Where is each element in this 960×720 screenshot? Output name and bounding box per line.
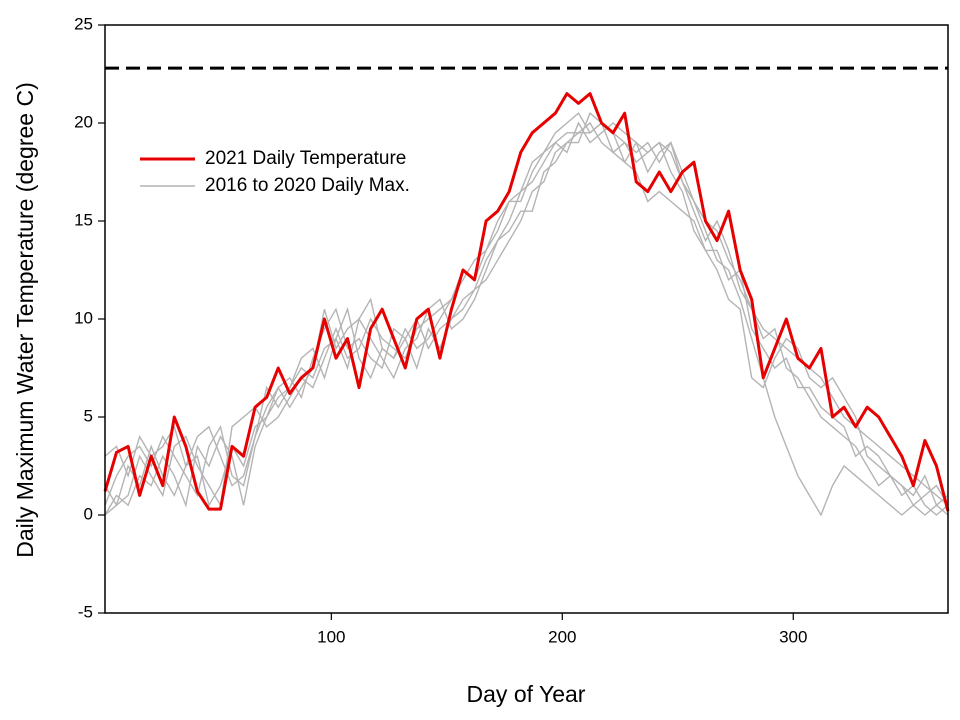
x-axis-label: Day of Year <box>467 681 586 707</box>
history-line <box>104 112 949 517</box>
plot-frame <box>104 24 949 614</box>
y-tick-label: -5 <box>78 602 93 621</box>
series-line <box>103 92 950 512</box>
x-tick-label: 300 <box>779 627 807 646</box>
y-tick-label: 0 <box>84 504 93 523</box>
history-line <box>104 122 949 516</box>
x-tick-label: 100 <box>317 627 345 646</box>
y-tick-label: 5 <box>84 406 93 425</box>
y-tick-label: 20 <box>74 112 93 131</box>
y-tick-label: 10 <box>74 308 93 327</box>
history-line <box>104 121 949 508</box>
legend-label: 2016 to 2020 Daily Max. <box>205 175 410 196</box>
x-tick-label: 200 <box>548 627 576 646</box>
y-axis-label: Daily Maximum Water Temperature (degree … <box>12 82 38 557</box>
y-tick-label: 15 <box>74 210 93 229</box>
y-tick-label: 25 <box>74 14 93 33</box>
legend-label: 2021 Daily Temperature <box>205 148 406 169</box>
history-line <box>104 112 949 507</box>
